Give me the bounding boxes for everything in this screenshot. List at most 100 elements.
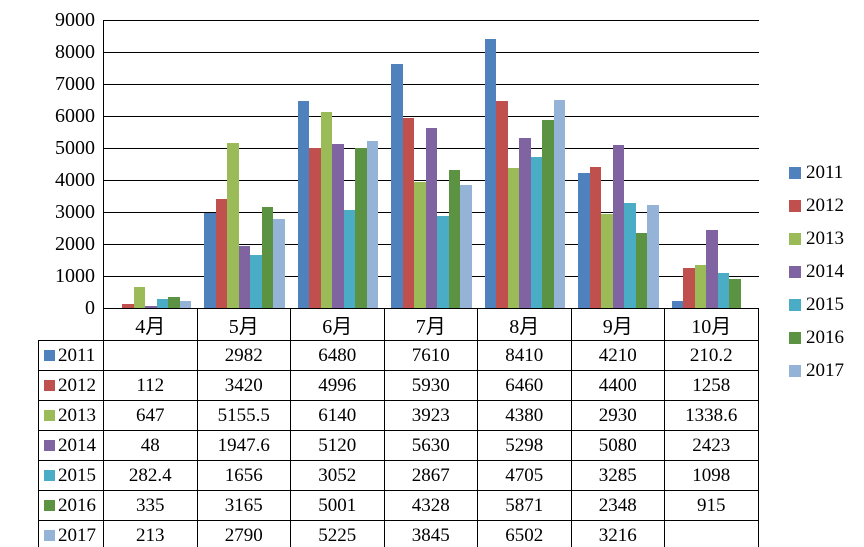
table-value-cell: 3420	[196, 370, 291, 401]
table-value-cell	[103, 340, 198, 371]
table-value-cell: 1338.6	[664, 400, 759, 431]
bar-2015-9月[interactable]	[624, 202, 636, 308]
table-value-cell: 2867	[383, 460, 478, 491]
table-series-key: 2011	[38, 340, 104, 371]
table-series-key: 2017	[38, 520, 104, 547]
legend-entry-2012[interactable]: 2012	[789, 195, 844, 216]
legend-entry-2016[interactable]: 2016	[789, 327, 844, 348]
bar-2012-9月[interactable]	[589, 167, 602, 308]
bar-2012-5月[interactable]	[215, 198, 228, 308]
y-axis-tick-label: 2000	[55, 233, 95, 255]
legend-swatch-icon	[789, 298, 801, 311]
series-swatch-icon	[44, 350, 55, 361]
table-value-cell: 5930	[383, 370, 478, 401]
bar-2013-7月[interactable]	[414, 182, 426, 308]
bar-2014-7月[interactable]	[425, 127, 438, 308]
table-value-cell: 5298	[477, 430, 572, 461]
table-corner-cell	[39, 309, 104, 341]
bar-2015-10月[interactable]	[717, 272, 730, 308]
bar-2011-7月[interactable]	[391, 64, 403, 308]
bar-2016-6月[interactable]	[355, 147, 367, 308]
series-swatch-icon	[44, 530, 55, 541]
series-name: 2014	[58, 434, 96, 456]
table-value-cell: 5080	[570, 430, 665, 461]
table-row: 2017 213 2790 5225 3845 6502 3216	[38, 520, 759, 547]
bar-2013-5月[interactable]	[227, 143, 239, 308]
bar-2015-6月[interactable]	[343, 210, 356, 308]
bar-2016-10月[interactable]	[729, 278, 741, 308]
legend-entry-2011[interactable]: 2011	[789, 162, 844, 183]
table-series-key: 2013	[38, 400, 104, 431]
series-name: 2012	[58, 374, 96, 396]
bar-2017-9月[interactable]	[647, 205, 659, 308]
bar-2012-10月[interactable]	[683, 267, 695, 308]
legend-swatch-icon	[789, 232, 801, 245]
table-value-cell: 1947.6	[196, 430, 291, 461]
bar-2014-10月[interactable]	[706, 230, 718, 308]
bar-2013-6月[interactable]	[320, 111, 333, 308]
data-table: 4月 5月 6月 7月 8月 9月 10月 2011 2982 6480 7610 8410 4210 2…	[38, 308, 759, 547]
series-swatch-icon	[44, 380, 55, 391]
bar-2012-7月[interactable]	[402, 118, 415, 308]
bar-2017-4月[interactable]	[179, 301, 192, 308]
table-value-cell: 1656	[196, 460, 291, 491]
table-value-cell: 3845	[383, 520, 478, 547]
bar-2017-5月[interactable]	[273, 218, 285, 308]
bar-2015-5月[interactable]	[250, 255, 262, 308]
bar-2011-10月[interactable]	[671, 301, 684, 308]
bar-2013-4月[interactable]	[133, 287, 146, 308]
table-series-key: 2014	[38, 430, 104, 461]
bar-2015-8月[interactable]	[530, 157, 543, 308]
legend-swatch-icon	[789, 265, 801, 278]
bar-2016-7月[interactable]	[448, 169, 461, 308]
table-value-cell: 5225	[290, 520, 385, 547]
bar-2014-9月[interactable]	[612, 145, 625, 308]
table-month-header: 4月	[103, 308, 198, 341]
bar-2012-6月[interactable]	[309, 148, 321, 308]
legend-label: 2011	[806, 162, 844, 183]
bar-2016-8月[interactable]	[542, 120, 554, 308]
bar-2016-5月[interactable]	[261, 206, 274, 308]
bar-group-5月	[198, 20, 292, 308]
table-value-cell: 3216	[570, 520, 665, 547]
bar-2011-8月[interactable]	[484, 38, 497, 308]
bar-2011-6月[interactable]	[297, 100, 310, 308]
table-value-cell: 5630	[383, 430, 478, 461]
table-value-cell: 3923	[383, 400, 478, 431]
bar-group-6月	[291, 20, 385, 308]
legend-entry-2015[interactable]: 2015	[789, 294, 844, 315]
legend-entry-2013[interactable]: 2013	[789, 228, 844, 249]
legend-entry-2017[interactable]: 2017	[789, 360, 844, 381]
bar-2017-8月[interactable]	[553, 99, 566, 308]
y-axis-tick-label: 5000	[55, 137, 95, 159]
bar-2015-7月[interactable]	[437, 216, 449, 308]
bar-2015-4月[interactable]	[156, 298, 169, 308]
bar-2014-4月[interactable]	[145, 306, 157, 308]
bar-2013-10月[interactable]	[694, 265, 707, 308]
table-value-cell: 210.2	[664, 340, 759, 371]
bar-2017-7月[interactable]	[460, 184, 472, 308]
bar-2013-8月[interactable]	[507, 167, 520, 308]
bar-2014-6月[interactable]	[332, 144, 344, 308]
bar-2016-4月[interactable]	[168, 297, 180, 308]
table-value-cell: 335	[103, 490, 198, 521]
bar-2012-8月[interactable]	[496, 101, 508, 308]
y-axis-tick-label: 7000	[55, 73, 95, 95]
legend: 2011 2012 2013 2014 2015 2016 2017	[789, 162, 844, 393]
bar-2017-6月[interactable]	[366, 140, 379, 308]
bar-group-4月	[104, 20, 198, 308]
table-value-cell: 213	[103, 520, 198, 547]
bar-2014-5月[interactable]	[238, 245, 251, 308]
bar-2011-9月[interactable]	[578, 173, 590, 308]
table-row: 2012 112 3420 4996 5930 6460 4400 1258	[38, 370, 759, 401]
bar-2012-4月[interactable]	[122, 304, 134, 308]
table-value-cell: 2423	[664, 430, 759, 461]
legend-entry-2014[interactable]: 2014	[789, 261, 844, 282]
bar-2016-9月[interactable]	[635, 232, 648, 308]
bar-2013-9月[interactable]	[601, 214, 613, 308]
bar-2011-5月[interactable]	[204, 212, 216, 308]
table-value-cell: 5871	[477, 490, 572, 521]
legend-label: 2016	[806, 327, 844, 348]
bar-2014-8月[interactable]	[519, 138, 531, 308]
